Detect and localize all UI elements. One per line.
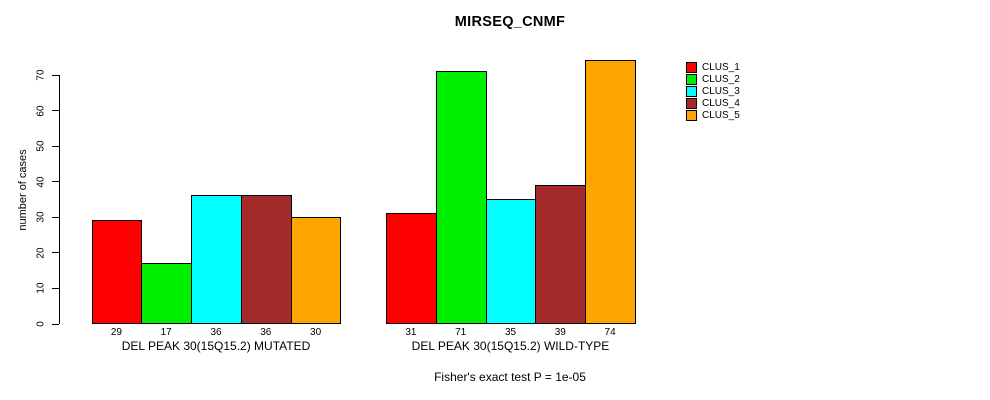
legend-swatch-clus_3 — [686, 85, 697, 97]
group-label-1: DEL PEAK 30(15Q15.2) MUTATED — [121, 339, 311, 353]
y-tick-label: 30 — [35, 211, 47, 223]
bar-value-label: 36 — [260, 326, 272, 338]
bar-clus_2-group1 — [141, 263, 193, 325]
legend-swatch-clus_2 — [686, 74, 697, 86]
bar-value-label: 71 — [455, 326, 467, 338]
bar-clus_1-group1 — [91, 220, 143, 325]
bar-value-label: 35 — [504, 326, 517, 338]
legend-label: CLUS_3 — [702, 85, 740, 97]
bar-clus_5-group1 — [290, 216, 342, 325]
bar-value-label: 31 — [405, 326, 417, 338]
legend-row-clus_3: CLUS_3 — [686, 85, 740, 98]
y-tick-mark — [51, 74, 59, 76]
legend-swatch-clus_1 — [686, 62, 697, 74]
bar-clus_4-group2 — [535, 184, 587, 325]
y-tick-label: 50 — [35, 140, 47, 152]
legend-row-clus_5: CLUS_5 — [686, 109, 740, 121]
y-tick-mark — [51, 287, 59, 289]
bar-clus_2-group2 — [435, 70, 487, 325]
legend-label: CLUS_2 — [702, 74, 740, 86]
legend-row-clus_1: CLUS_1 — [686, 62, 740, 74]
y-tick-label: 10 — [35, 282, 47, 294]
y-tick-mark — [51, 252, 59, 254]
y-tick-label: 20 — [35, 247, 47, 259]
legend-swatch-clus_4 — [686, 97, 697, 109]
legend-label: CLUS_4 — [702, 97, 740, 109]
bar-value-label: 39 — [554, 326, 566, 338]
y-axis-line — [58, 74, 60, 325]
y-tick-label: 70 — [35, 69, 47, 81]
bar-value-label: 30 — [310, 326, 322, 338]
y-tick-label: 60 — [35, 105, 47, 117]
y-tick-mark — [51, 110, 59, 112]
bar-value-label: 29 — [110, 326, 122, 338]
y-tick-label: 0 — [35, 321, 47, 327]
legend-label: CLUS_1 — [702, 62, 740, 74]
group-label-2: DEL PEAK 30(15Q15.2) WILD-TYPE — [411, 339, 610, 353]
bar-clus_3-group2 — [485, 199, 537, 325]
legend-swatch-clus_5 — [686, 109, 697, 121]
y-axis-label: number of cases — [17, 149, 29, 231]
legend-label: CLUS_5 — [702, 109, 740, 121]
bar-value-label: 74 — [604, 326, 616, 338]
chart-title: MIRSEQ_CNMF — [454, 14, 566, 30]
bar-clus_1-group2 — [386, 213, 437, 325]
y-tick-label: 40 — [35, 176, 47, 188]
y-tick-mark — [51, 323, 59, 325]
fisher-test-caption: Fisher's exact test P = 1e-05 — [434, 370, 586, 384]
bar-clus_4-group1 — [240, 195, 292, 325]
bar-value-label: 17 — [160, 326, 172, 338]
y-tick-mark — [51, 216, 59, 218]
legend: CLUS_1 CLUS_2 CLUS_3 CLUS_4 CLUS_5 — [686, 62, 740, 121]
y-tick-mark — [51, 181, 59, 183]
y-tick-mark — [51, 145, 59, 147]
legend-row-clus_4: CLUS_4 — [686, 97, 740, 109]
legend-row-clus_2: CLUS_2 — [686, 74, 740, 86]
bar-value-label: 36 — [210, 326, 222, 338]
bar-clus_3-group1 — [191, 195, 242, 325]
bar-clus_5-group2 — [585, 60, 636, 325]
